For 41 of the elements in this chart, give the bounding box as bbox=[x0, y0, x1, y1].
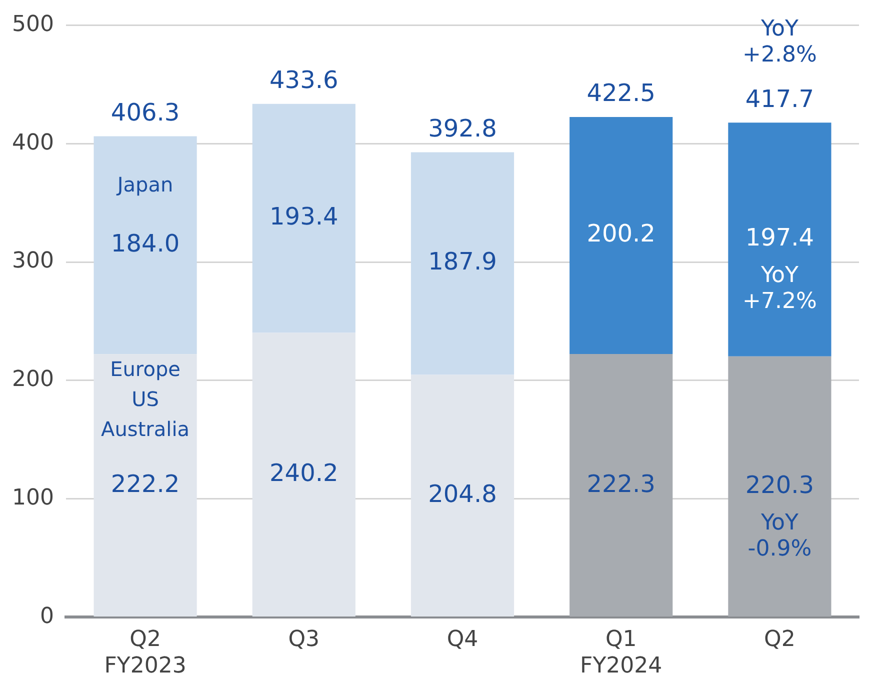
y-tick-label: 100 bbox=[12, 486, 54, 511]
data-label: 204.8 bbox=[428, 480, 497, 508]
data-label: 184.0 bbox=[110, 229, 180, 258]
data-label: 200.2 bbox=[586, 220, 656, 248]
y-tick-label: 200 bbox=[12, 367, 54, 392]
annotation: YoY -0.9% bbox=[748, 510, 812, 562]
total-label: 406.3 bbox=[110, 98, 180, 126]
series-label: Japan bbox=[115, 172, 174, 196]
y-tick-label: 300 bbox=[12, 248, 54, 274]
y-tick-label: 500 bbox=[12, 12, 54, 37]
bar bbox=[94, 354, 197, 616]
data-label: 197.4 bbox=[745, 224, 814, 252]
total-label: 392.8 bbox=[428, 114, 497, 142]
bar bbox=[252, 332, 356, 616]
bar bbox=[252, 104, 356, 333]
data-label: 222.2 bbox=[110, 470, 180, 498]
x-tick-label: Q2 bbox=[764, 627, 796, 652]
data-label: 222.3 bbox=[586, 470, 656, 498]
bar bbox=[410, 152, 514, 375]
annotation: YoY +7.2% bbox=[742, 263, 817, 314]
x-tick-label: Q1 FY2024 bbox=[580, 627, 662, 679]
bar bbox=[410, 374, 514, 616]
bar bbox=[94, 136, 197, 354]
data-label: 193.4 bbox=[270, 202, 338, 231]
bar bbox=[570, 354, 673, 616]
total-label: 417.7 bbox=[745, 84, 814, 113]
data-label: 220.3 bbox=[745, 471, 814, 500]
series-label: Europe US Australia bbox=[101, 356, 190, 441]
data-label: 240.2 bbox=[270, 459, 338, 488]
bar bbox=[728, 356, 832, 616]
bar bbox=[728, 122, 832, 356]
x-tick-label: Q3 bbox=[288, 627, 320, 652]
x-tick-label: Q2 FY2023 bbox=[104, 627, 186, 679]
total-label: 422.5 bbox=[586, 79, 656, 108]
x-tick-label: Q4 bbox=[446, 627, 478, 652]
total-label: 433.6 bbox=[270, 66, 338, 94]
data-label: 187.9 bbox=[428, 248, 497, 276]
annotation: YoY +2.8% bbox=[742, 16, 817, 68]
y-tick-label: 400 bbox=[12, 130, 54, 156]
bar bbox=[570, 116, 673, 354]
y-tick-label: 0 bbox=[40, 604, 54, 629]
